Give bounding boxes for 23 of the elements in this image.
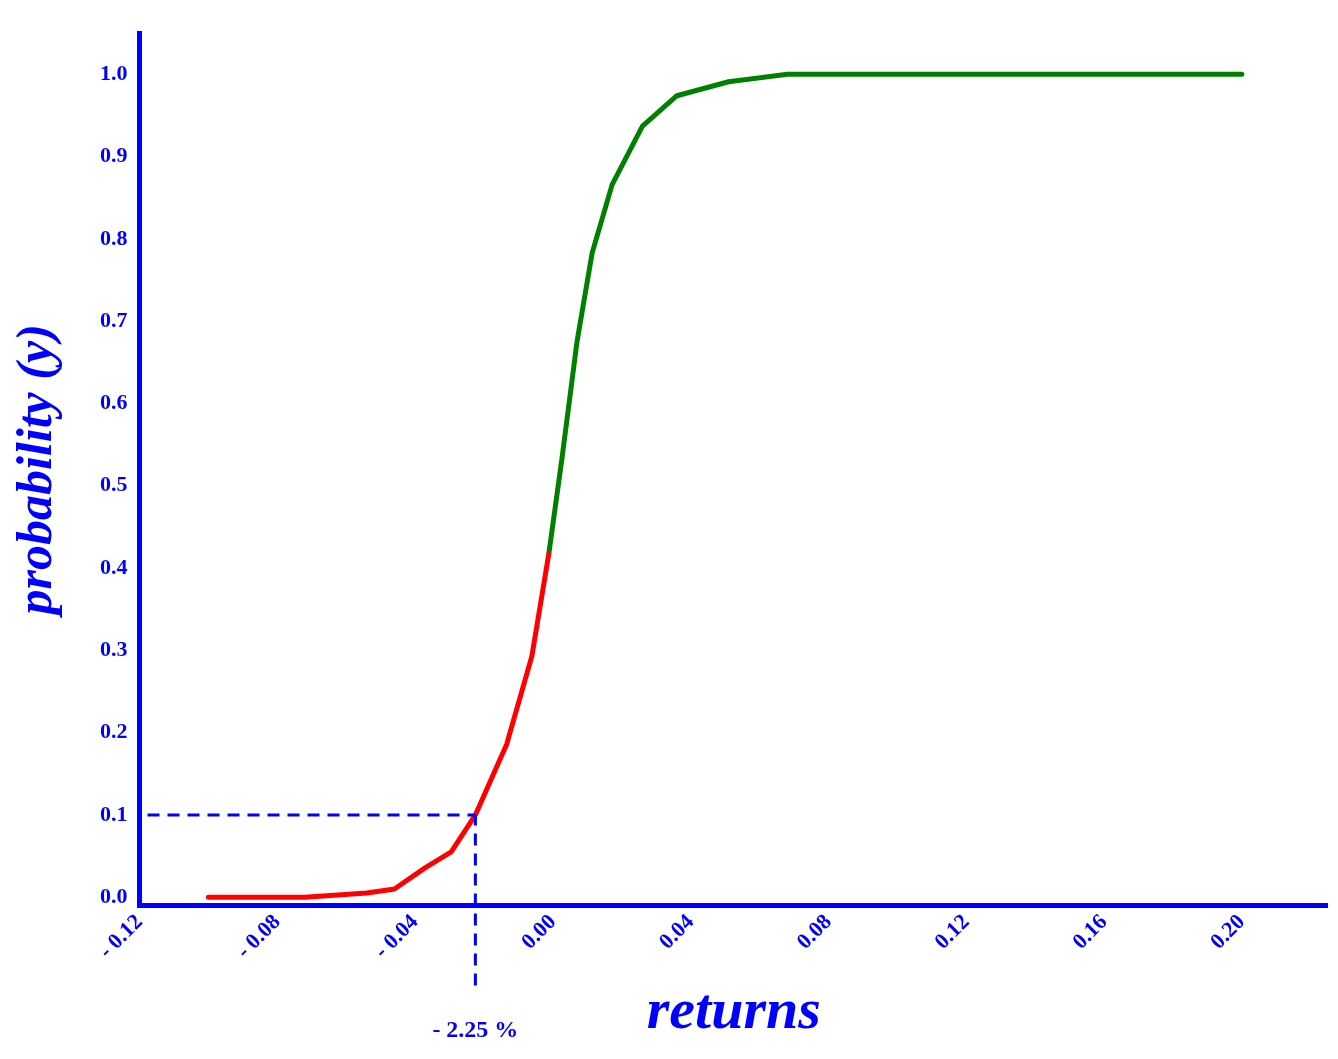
x-tick-label: 0.04	[653, 908, 699, 954]
y-tick-label: 1.0	[100, 60, 128, 86]
y-tick-label: 0.9	[100, 142, 128, 168]
x-tick-label: 0.12	[928, 908, 974, 954]
x-tick-label: 0.16	[1066, 908, 1112, 954]
x-axis-title: returns	[646, 976, 821, 1042]
ref-line-label: - 2.25 %	[432, 1015, 519, 1042]
y-tick-label: 0.1	[100, 800, 128, 826]
x-tick-label: 0.08	[791, 908, 837, 954]
y-tick-label: 0.0	[100, 882, 128, 908]
x-tick-label: 0.00	[515, 908, 561, 954]
y-tick-label: 0.4	[100, 553, 128, 579]
y-tick-label: 0.2	[100, 718, 128, 744]
y-axis-title: probability (y)	[5, 324, 62, 619]
x-tick-label: 0.20	[1204, 908, 1250, 954]
y-tick-label: 0.6	[100, 389, 128, 415]
x-tick-label: - 0.12	[93, 908, 148, 963]
x-tick-label: - 0.04	[368, 908, 423, 963]
y-tick-label: 0.5	[100, 471, 128, 497]
y-tick-label: 0.8	[100, 224, 128, 250]
y-tick-label: 0.7	[100, 306, 128, 332]
x-tick-label: - 0.08	[230, 908, 285, 963]
y-tick-label: 0.3	[100, 636, 128, 662]
